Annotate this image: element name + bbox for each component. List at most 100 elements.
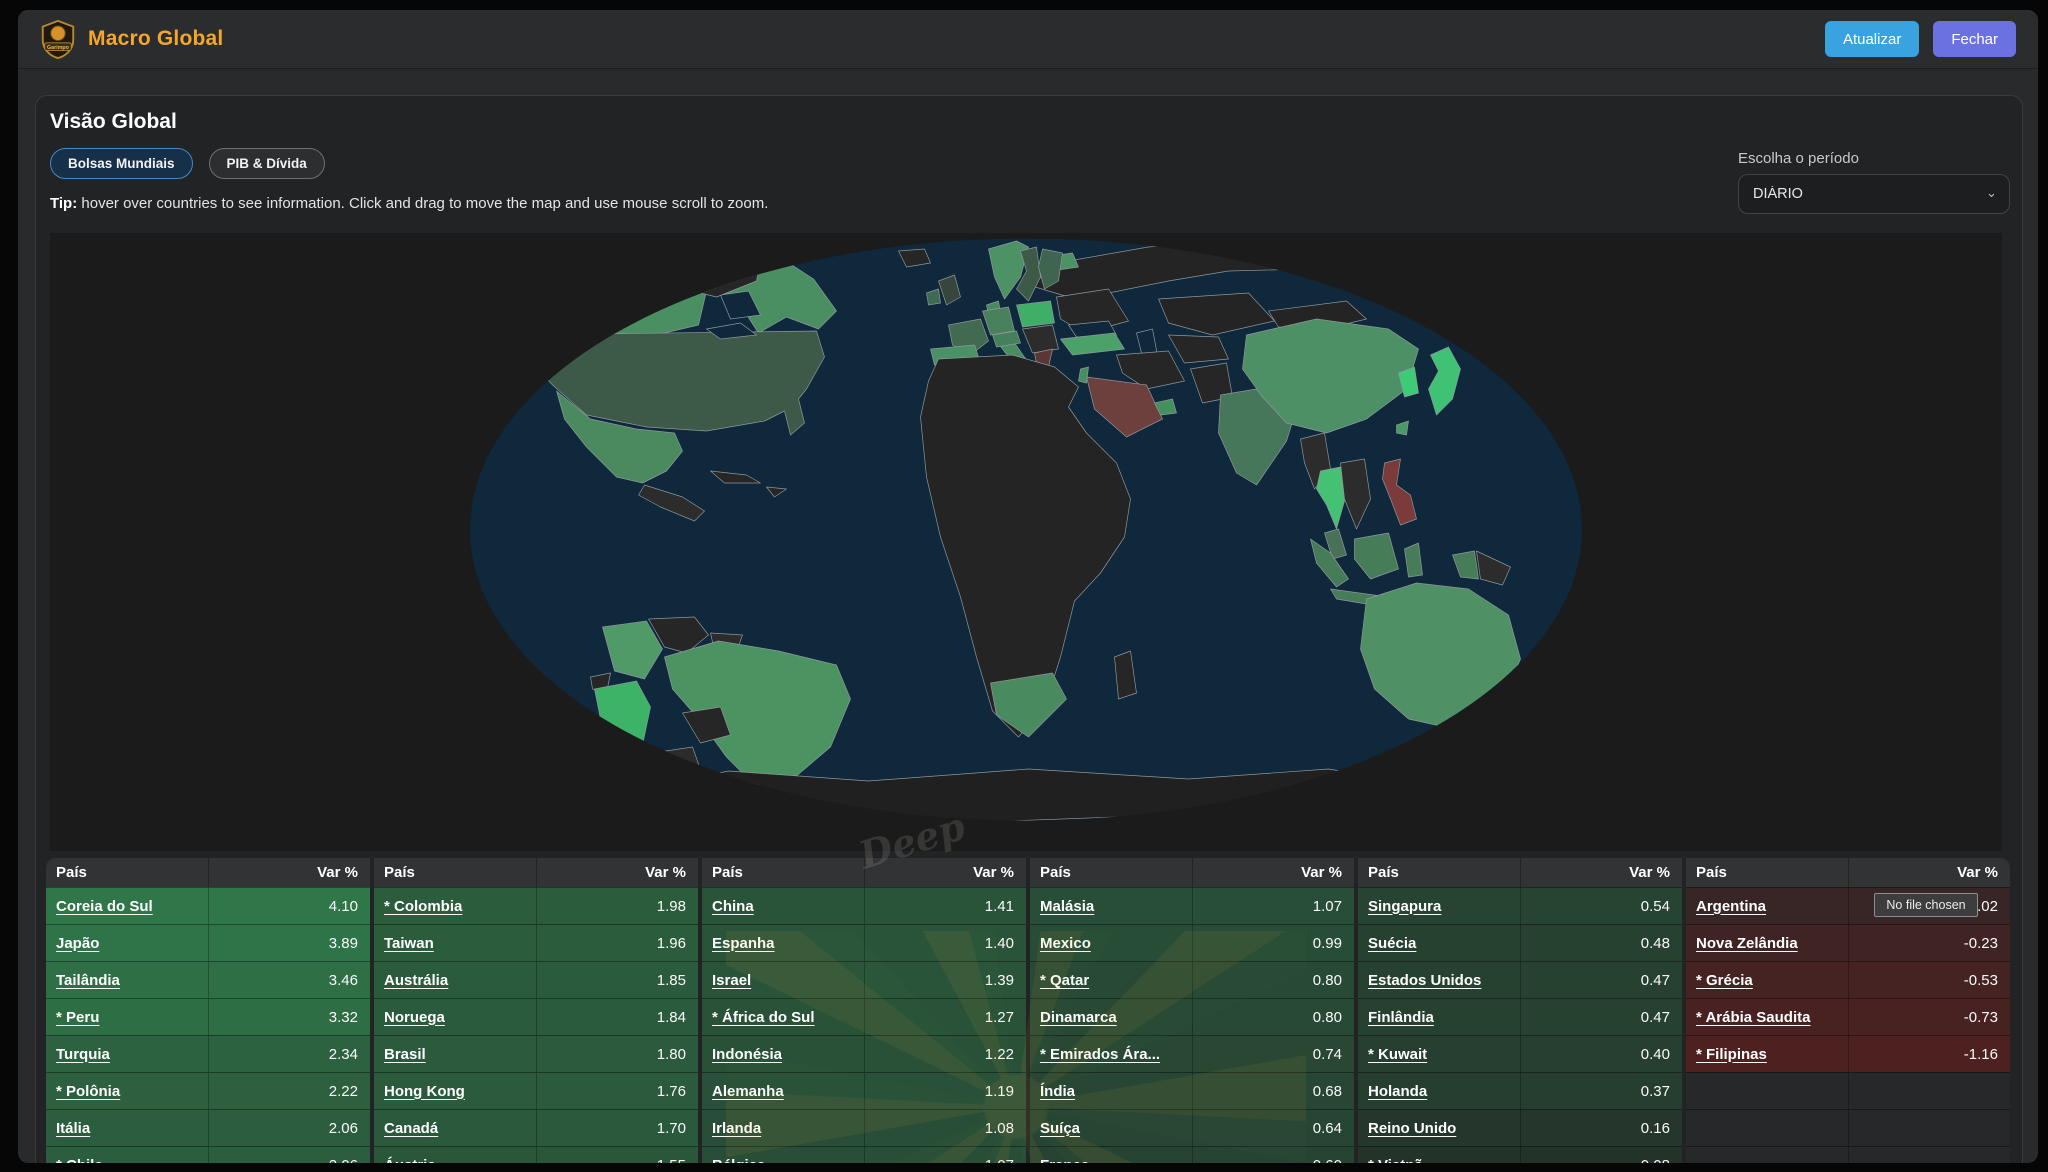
var-cell: 1.19 [864,1073,1026,1109]
country-cell: * Chile [46,1147,208,1164]
country-cell: Suíça [1030,1110,1192,1146]
tip-body: hover over countries to see information.… [77,195,769,212]
var-cell [1848,1073,2010,1109]
country-cell: * Colombia [374,888,536,924]
country-link[interactable]: Áustria [384,1157,436,1164]
var-cell: 1.22 [864,1036,1026,1072]
country-link[interactable]: Itália [56,1119,91,1137]
var-cell: 1.96 [536,925,698,961]
country-link[interactable]: Malásia [1040,897,1095,915]
country-link[interactable]: Irlanda [712,1119,762,1137]
period-select[interactable]: DIÁRIO [1738,174,2010,214]
country-cell: Alemanha [702,1073,864,1109]
country-link[interactable]: Indonésia [712,1045,783,1063]
country-link[interactable]: Reino Unido [1368,1119,1457,1137]
country-link[interactable]: * Filipinas [1696,1045,1767,1063]
country-link[interactable]: * Kuwait [1368,1045,1428,1063]
country-link[interactable]: Israel [712,971,752,989]
table-row [1686,1146,2010,1163]
country-link[interactable]: Brasil [384,1045,426,1063]
country-link[interactable]: Holanda [1368,1082,1428,1100]
country-link[interactable]: Coreia do Sul [56,897,153,915]
country-link[interactable]: Noruega [384,1008,445,1026]
country-link[interactable]: Dinamarca [1040,1008,1117,1026]
tab-pib-divida[interactable]: PIB & Dívida [208,148,325,179]
col-header-var: Var % [1848,858,2010,887]
country-link[interactable]: Espanha [712,934,775,952]
country-link[interactable]: Estados Unidos [1368,971,1482,989]
table-header-row: País Var % [46,858,370,887]
country-link[interactable]: China [712,897,754,915]
country-cell: * Qatar [1030,962,1192,998]
table-row: Irlanda 1.08 [702,1109,1026,1146]
country-link[interactable]: Bélgica [712,1157,765,1164]
close-button[interactable]: Fechar [1933,21,2016,57]
var-cell: 2.06 [208,1110,370,1146]
var-cell: 3.46 [208,962,370,998]
country-link[interactable]: * Chile [56,1157,103,1164]
country-link[interactable]: França [1040,1157,1089,1164]
world-map[interactable] [50,233,2002,851]
country-link[interactable]: * Colombia [384,897,463,915]
table-row: * Emirados Ára... 0.74 [1030,1035,1354,1072]
tab-bolsas-mundiais[interactable]: Bolsas Mundiais [50,148,193,179]
country-link[interactable]: * Emirados Ára... [1040,1045,1161,1063]
country-link[interactable]: Taiwan [384,934,434,952]
table-row: * Polônia 2.22 [46,1072,370,1109]
country-link[interactable]: * Peru [56,1008,100,1026]
country-link[interactable]: Japão [56,934,100,952]
var-cell: 1.85 [536,962,698,998]
country-link[interactable]: Mexico [1040,934,1091,952]
update-button[interactable]: Atualizar [1824,21,1920,57]
world-map-svg [470,238,1582,821]
var-cell: 0.80 [1192,962,1354,998]
country-cell: Nova Zelândia [1686,925,1848,961]
hudson-bay [720,290,762,320]
country-cell: Itália [46,1110,208,1146]
table-row: Itália 2.06 [46,1109,370,1146]
country-link[interactable]: * África do Sul [712,1008,815,1026]
table-row: Taiwan 1.96 [374,924,698,961]
var-cell: -0.73 [1848,999,2010,1035]
country-link[interactable]: Singapura [1368,897,1442,915]
country-link[interactable]: Argentina [1696,897,1767,915]
country-link[interactable]: * Grécia [1696,971,1753,989]
table-row: Índia 0.68 [1030,1072,1354,1109]
table-row: Espanha 1.40 [702,924,1026,961]
country-link[interactable]: Índia [1040,1082,1076,1100]
table-group-5: País Var % Singapura 0.54 Suécia 0.48 Estados … [1358,858,1682,1163]
table-row: Finlândia 0.47 [1358,998,1682,1035]
country-link[interactable]: Finlândia [1368,1008,1434,1026]
country-link[interactable]: Austrália [384,971,449,989]
country-link[interactable]: Canadá [384,1119,439,1137]
table-row: Suíça 0.64 [1030,1109,1354,1146]
table-header-row: País Var % [1358,858,1682,887]
country-link[interactable]: * Qatar [1040,971,1090,989]
var-cell: 1.39 [864,962,1026,998]
country-link[interactable]: * Arábia Saudita [1696,1008,1811,1026]
col-header-var: Var % [536,858,698,887]
country-cell: Reino Unido [1358,1110,1520,1146]
country-link[interactable]: Suécia [1368,934,1417,952]
country-link[interactable]: Tailândia [56,971,120,989]
table-row: Dinamarca 0.80 [1030,998,1354,1035]
table-row: Japão 3.89 [46,924,370,961]
var-cell: 0.08 [1520,1147,1682,1163]
var-cell: 0.99 [1192,925,1354,961]
country-link[interactable]: * Vietnã [1368,1157,1423,1164]
country-link[interactable]: Hong Kong [384,1082,465,1100]
country-link[interactable]: Turquia [56,1045,110,1063]
country-cell: Brasil [374,1036,536,1072]
country-link[interactable]: Nova Zelândia [1696,934,1798,952]
var-cell: 2.34 [208,1036,370,1072]
country-link[interactable]: Suíça [1040,1119,1081,1137]
country-cell: Suécia [1358,925,1520,961]
table-header-row: País Var % [1686,858,2010,887]
table-row: Bélgica 1.07 [702,1146,1026,1163]
country-link[interactable]: Alemanha [712,1082,784,1100]
table-row: Turquia 2.34 [46,1035,370,1072]
country-cell: Dinamarca [1030,999,1192,1035]
var-cell: -1.16 [1848,1036,2010,1072]
country-link[interactable]: * Polônia [56,1082,121,1100]
table-row: Hong Kong 1.76 [374,1072,698,1109]
